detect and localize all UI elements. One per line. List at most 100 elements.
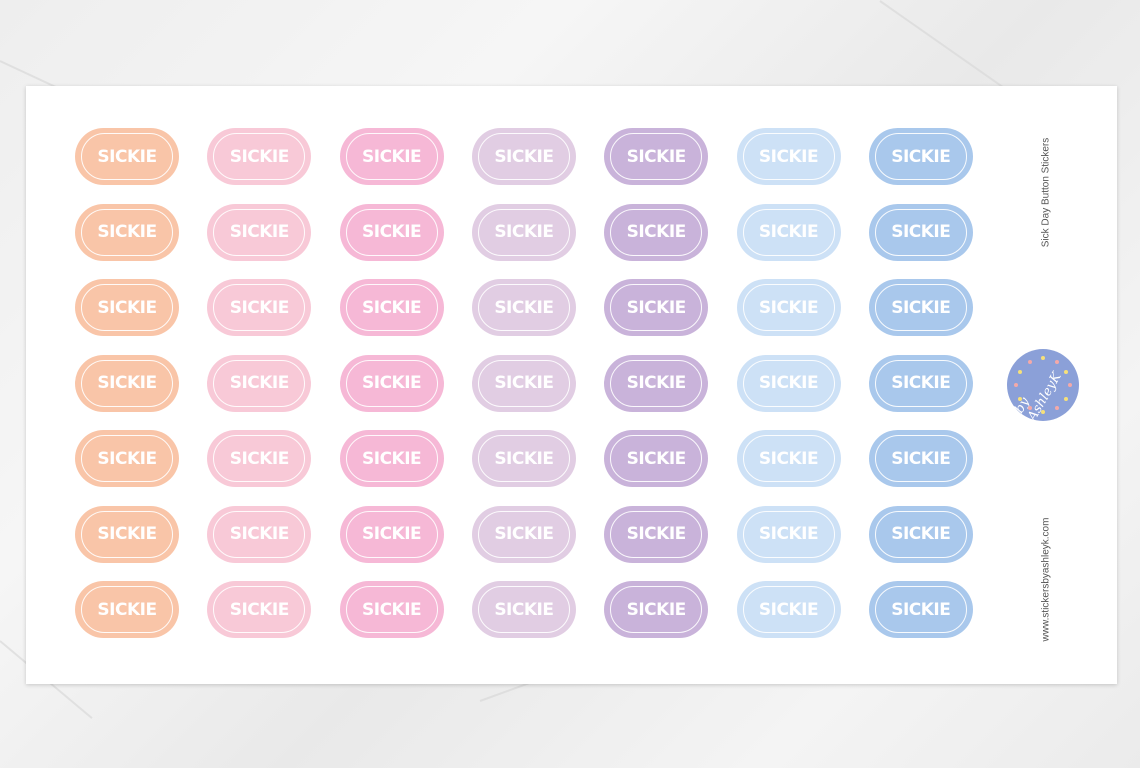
sticker: SICKIE <box>868 128 973 185</box>
sticker-label: SICKIE <box>494 448 554 469</box>
sticker: SICKIE <box>736 505 841 563</box>
sticker-label: SICKIE <box>758 448 819 469</box>
sticker-border <box>345 435 438 482</box>
sticker-border <box>610 208 703 256</box>
sticker-border <box>742 208 835 256</box>
sticker-border <box>742 586 835 633</box>
sticker-border <box>81 586 173 633</box>
sticker: SICKIE <box>471 505 576 563</box>
sticker-border <box>610 359 703 407</box>
sticker: SICKIE <box>75 203 179 261</box>
sticker: SICKIE <box>604 279 709 336</box>
logo-heart-dot <box>1017 369 1022 374</box>
sticker-border <box>345 133 438 180</box>
sticker: SICKIE <box>471 128 576 185</box>
sticker: SICKIE <box>604 128 709 185</box>
sticker-label: SICKIE <box>494 599 554 620</box>
sticker: SICKIE <box>471 354 576 412</box>
sticker-label: SICKIE <box>626 599 687 620</box>
sticker-label: SICKIE <box>229 524 290 544</box>
sheet-title: Sick Day Button Stickers <box>1040 137 1052 248</box>
sticker-border <box>345 359 438 407</box>
sticker-label: SICKIE <box>891 524 951 544</box>
sticker: SICKIE <box>207 279 312 336</box>
sticker-border <box>213 359 306 407</box>
sticker: SICKIE <box>207 581 312 638</box>
sticker-border <box>874 133 967 180</box>
sticker-border <box>81 208 173 256</box>
sticker-label: SICKIE <box>97 599 157 620</box>
sticker-border <box>81 435 173 482</box>
sticker-border <box>874 435 967 482</box>
sticker: SICKIE <box>471 279 576 336</box>
sticker-label: SICKIE <box>891 373 951 393</box>
logo-heart-dot <box>1041 410 1045 414</box>
sticker-border <box>477 133 570 180</box>
sticker: SICKIE <box>868 581 973 638</box>
sticker-border <box>213 208 306 256</box>
sticker: SICKIE <box>471 430 576 487</box>
sticker: SICKIE <box>868 505 973 563</box>
brand-logo: by AshleyK <box>1007 349 1079 424</box>
sticker-label: SICKIE <box>758 297 819 318</box>
sticker-label: SICKIE <box>362 524 422 544</box>
sticker-label: SICKIE <box>891 222 951 242</box>
sticker: SICKIE <box>207 203 312 261</box>
sticker-border <box>477 510 570 558</box>
sticker-border <box>345 510 438 558</box>
sticker-border <box>742 435 835 482</box>
sticker-border <box>477 359 570 407</box>
sticker-border <box>213 435 306 482</box>
sticker: SICKIE <box>471 203 576 261</box>
website-url: www.stickersbyashleyk.com <box>1040 517 1052 642</box>
sticker-label: SICKIE <box>362 222 422 242</box>
sticker-label: SICKIE <box>229 146 290 167</box>
sticker-label: SICKIE <box>97 448 157 469</box>
sticker: SICKIE <box>604 203 709 261</box>
sticker-label: SICKIE <box>362 146 422 167</box>
sticker-label: SICKIE <box>626 222 687 242</box>
sticker-label: SICKIE <box>362 373 422 393</box>
sticker: SICKIE <box>604 430 709 487</box>
sticker-border <box>213 133 306 180</box>
sticker-border <box>477 284 570 331</box>
sticker-border <box>742 284 835 331</box>
sticker: SICKIE <box>736 354 841 412</box>
sticker-label: SICKIE <box>626 448 687 469</box>
sticker: SICKIE <box>75 354 179 412</box>
sticker-border <box>610 133 703 180</box>
sticker-label: SICKIE <box>229 373 290 393</box>
sticker-label: SICKIE <box>97 146 157 167</box>
sticker-label: SICKIE <box>97 297 157 318</box>
sticker: SICKIE <box>339 354 444 412</box>
sticker: SICKIE <box>339 581 444 638</box>
sticker-border <box>81 133 173 180</box>
logo-heart-dot <box>1064 396 1069 401</box>
sticker: SICKIE <box>736 430 841 487</box>
sticker-label: SICKIE <box>758 599 819 620</box>
sticker: SICKIE <box>736 581 841 638</box>
sticker-label: SICKIE <box>758 373 819 393</box>
sticker: SICKIE <box>75 505 179 563</box>
sticker: SICKIE <box>868 354 973 412</box>
logo-heart-dot <box>1054 406 1059 411</box>
sticker-border <box>742 510 835 558</box>
sticker: SICKIE <box>604 581 709 638</box>
sticker: SICKIE <box>207 128 312 185</box>
sticker-border <box>213 510 306 558</box>
sticker-border <box>213 284 306 331</box>
sticker-label: SICKIE <box>758 524 819 544</box>
sticker-label: SICKIE <box>362 599 422 620</box>
sticker: SICKIE <box>736 279 841 336</box>
sticker: SICKIE <box>339 128 444 185</box>
sticker: SICKIE <box>736 128 841 185</box>
sticker-label: SICKIE <box>626 146 687 167</box>
sticker-label: SICKIE <box>97 373 157 393</box>
sticker: SICKIE <box>868 430 973 487</box>
sticker-border <box>610 435 703 482</box>
logo-signature: by AshleyK <box>1012 369 1065 424</box>
sticker-border <box>81 510 173 558</box>
sticker-border <box>874 586 967 633</box>
sticker: SICKIE <box>207 354 312 412</box>
sticker: SICKIE <box>339 203 444 261</box>
